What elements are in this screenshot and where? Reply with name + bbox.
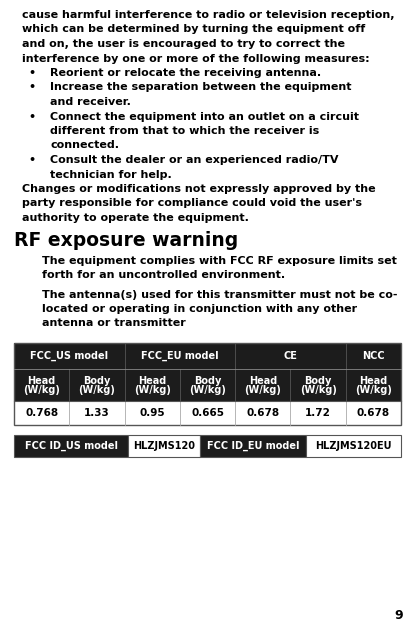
Text: The equipment complies with FCC RF exposure limits set: The equipment complies with FCC RF expos… <box>42 255 397 265</box>
Text: (W/kg): (W/kg) <box>134 385 171 395</box>
Text: antenna or transmitter: antenna or transmitter <box>42 319 186 329</box>
Text: 1.33: 1.33 <box>84 408 110 418</box>
Text: HLZJMS120: HLZJMS120 <box>133 441 195 451</box>
Text: interference by one or more of the following measures:: interference by one or more of the follo… <box>22 54 370 63</box>
Text: authority to operate the equipment.: authority to operate the equipment. <box>22 213 249 223</box>
Text: technician for help.: technician for help. <box>50 169 172 179</box>
Text: 0.768: 0.768 <box>25 408 58 418</box>
Text: Body: Body <box>194 376 221 386</box>
Text: Head: Head <box>138 376 166 386</box>
Text: 1.72: 1.72 <box>305 408 331 418</box>
Text: FCC_EU model: FCC_EU model <box>141 351 219 361</box>
Text: FCC ID_EU model: FCC ID_EU model <box>207 441 299 451</box>
Text: FCC_US model: FCC_US model <box>30 351 108 361</box>
Text: 0.665: 0.665 <box>191 408 224 418</box>
Text: RF exposure warning: RF exposure warning <box>14 231 238 250</box>
Text: Connect the equipment into an outlet on a circuit: Connect the equipment into an outlet on … <box>50 111 359 121</box>
Text: cause harmful interference to radio or television reception,: cause harmful interference to radio or t… <box>22 10 395 20</box>
Text: •: • <box>28 155 35 165</box>
Text: 9: 9 <box>394 609 403 622</box>
Text: Body: Body <box>304 376 332 386</box>
Bar <box>14 401 401 425</box>
Text: Head: Head <box>359 376 388 386</box>
Text: •: • <box>28 83 35 92</box>
Text: CE: CE <box>283 351 298 361</box>
Text: party responsible for compliance could void the user's: party responsible for compliance could v… <box>22 198 362 209</box>
Bar <box>14 369 401 401</box>
Bar <box>306 435 401 457</box>
Text: (W/kg): (W/kg) <box>78 385 115 395</box>
Text: NCC: NCC <box>362 351 385 361</box>
Text: Reorient or relocate the receiving antenna.: Reorient or relocate the receiving anten… <box>50 68 321 78</box>
Text: 0.678: 0.678 <box>246 408 279 418</box>
Text: (W/kg): (W/kg) <box>244 385 281 395</box>
Text: which can be determined by turning the equipment off: which can be determined by turning the e… <box>22 25 365 35</box>
Text: and on, the user is encouraged to try to correct the: and on, the user is encouraged to try to… <box>22 39 345 49</box>
Text: Increase the separation between the equipment: Increase the separation between the equi… <box>50 83 352 92</box>
Text: (W/kg): (W/kg) <box>23 385 60 395</box>
Text: Head: Head <box>249 376 277 386</box>
Text: Body: Body <box>83 376 111 386</box>
Text: 0.678: 0.678 <box>357 408 390 418</box>
Text: HLZJMS120EU: HLZJMS120EU <box>315 441 392 451</box>
Text: (W/kg): (W/kg) <box>355 385 392 395</box>
Text: located or operating in conjunction with any other: located or operating in conjunction with… <box>42 304 357 314</box>
Text: Changes or modifications not expressly approved by the: Changes or modifications not expressly a… <box>22 184 376 194</box>
Bar <box>14 435 128 457</box>
Bar <box>14 343 401 369</box>
Text: connected.: connected. <box>50 140 119 150</box>
Bar <box>200 435 306 457</box>
Bar <box>14 343 401 425</box>
Bar <box>128 435 200 457</box>
Text: Head: Head <box>27 376 56 386</box>
Text: (W/kg): (W/kg) <box>300 385 337 395</box>
Text: forth for an uncontrolled environment.: forth for an uncontrolled environment. <box>42 270 285 280</box>
Text: and receiver.: and receiver. <box>50 97 131 107</box>
Text: •: • <box>28 68 35 78</box>
Text: •: • <box>28 111 35 121</box>
Text: FCC ID_US model: FCC ID_US model <box>24 441 117 451</box>
Text: Consult the dealer or an experienced radio/TV: Consult the dealer or an experienced rad… <box>50 155 339 165</box>
Text: (W/kg): (W/kg) <box>189 385 226 395</box>
Text: different from that to which the receiver is: different from that to which the receive… <box>50 126 319 136</box>
Text: 0.95: 0.95 <box>139 408 165 418</box>
Text: The antenna(s) used for this transmitter must not be co-: The antenna(s) used for this transmitter… <box>42 289 398 300</box>
